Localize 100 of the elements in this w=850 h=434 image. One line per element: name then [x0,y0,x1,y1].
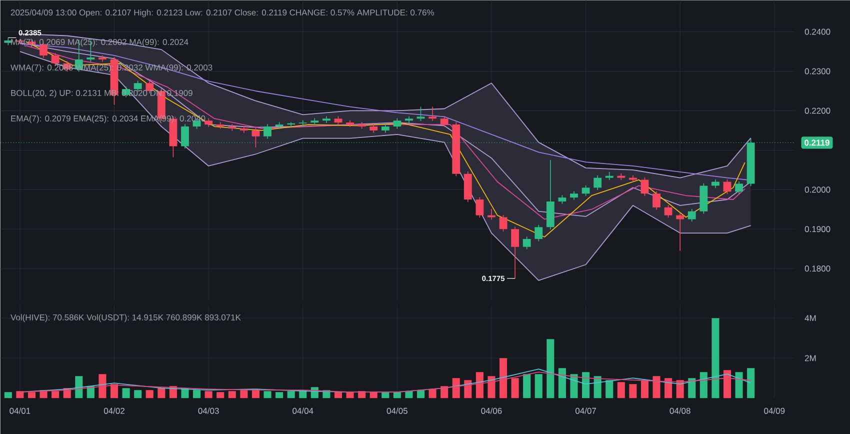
bar [122,388,130,398]
bar [370,392,378,398]
bar [110,384,118,398]
candlestick [664,204,672,218]
bar [464,380,472,398]
bar [652,376,660,398]
bar [688,378,696,398]
x-tick-label: 04/01 [10,408,30,414]
bar [393,392,401,398]
bar [346,392,354,398]
bar [405,391,413,398]
bar [606,380,614,398]
bar [546,339,554,398]
bar [452,378,460,398]
bar [440,386,448,398]
bar [287,391,295,398]
x-tick-label: 04/02 [104,408,124,414]
candlestick [499,214,508,232]
candlestick [264,124,272,140]
candlestick [735,180,743,194]
bar [158,388,166,398]
x-tick-label: 04/07 [575,408,596,414]
candlestick [522,236,531,250]
x-tick-label: 04/08 [670,408,690,414]
y-tick-label: 0.2000 [804,186,830,193]
bar [700,372,708,398]
bar [134,390,142,398]
y-tick-label: 0.2400 [804,28,830,35]
candlestick [252,128,260,148]
bar [264,391,272,398]
x-tick-label: 04/05 [386,408,408,414]
annotation: 2025/04/09 13:00 Open: 0.2107 High: 0.2123 Low: 0.2107 Close: 0.2119 CHANGE: 0.57% AMPLITUDE: 0.76% [10,9,434,18]
bar [534,374,542,398]
y-tick-label: 0.2200 [804,108,830,114]
annotation: Vol(HIVE): 70.586K Vol(USDT): 14.915K 760.899K 893.071K [10,314,241,322]
y-tick-label: 0.1800 [804,266,830,272]
candlestick [676,212,684,252]
candlestick [723,178,732,194]
candlestick [98,54,106,62]
candlestick [534,224,543,242]
candlestick [134,80,142,92]
candlestick [428,106,436,122]
bar [594,376,602,398]
candlestick [346,120,354,128]
x-tick-label: 04/03 [198,408,219,414]
bar [28,392,36,398]
bar [723,370,732,398]
candlestick [51,52,60,66]
candlestick [640,176,649,196]
candlestick [405,116,413,124]
candlestick [594,175,602,190]
bar [16,391,24,398]
bar [664,378,672,398]
candlestick [688,208,696,222]
x-tick-label: 04/06 [481,408,502,414]
bar [98,374,106,398]
bar [523,374,531,398]
candlestick [298,120,307,128]
bar [476,372,484,398]
bar [582,372,590,398]
bar [640,380,648,398]
candlestick [652,190,660,210]
bar [216,392,224,398]
bar [4,392,12,398]
candlestick [488,208,496,220]
y-tick-label: 0.1900 [804,226,830,232]
bar [52,391,60,398]
bar [382,392,390,398]
bar [416,390,425,398]
candlestick [322,116,330,124]
candlestick [240,126,248,134]
bar [204,391,212,398]
bar [712,318,720,398]
bar [558,368,566,398]
x-tick-label: 04/09 [764,408,785,414]
candlestick [511,226,520,279]
bar [500,358,508,398]
bar [146,390,154,398]
y-tick-label: 0.2300 [804,68,830,74]
bar [511,378,519,398]
candlestick [393,118,402,130]
candlestick [476,196,484,218]
bar [617,382,625,398]
bar [276,392,284,398]
candlestick [216,122,224,130]
candlestick [440,116,448,128]
bar [75,376,83,398]
bar [629,384,637,398]
bar [488,376,496,398]
candlestick [228,124,236,132]
bar [193,390,201,398]
bar [428,389,436,398]
candlestick [582,184,590,196]
ref-line-label: 0.2119 [804,140,830,146]
bar [240,390,248,398]
y-tick-label: 4M [804,315,816,322]
y-tick-label: 2M [804,355,816,362]
bar [570,374,578,398]
bar [228,391,236,398]
bar [334,392,342,398]
